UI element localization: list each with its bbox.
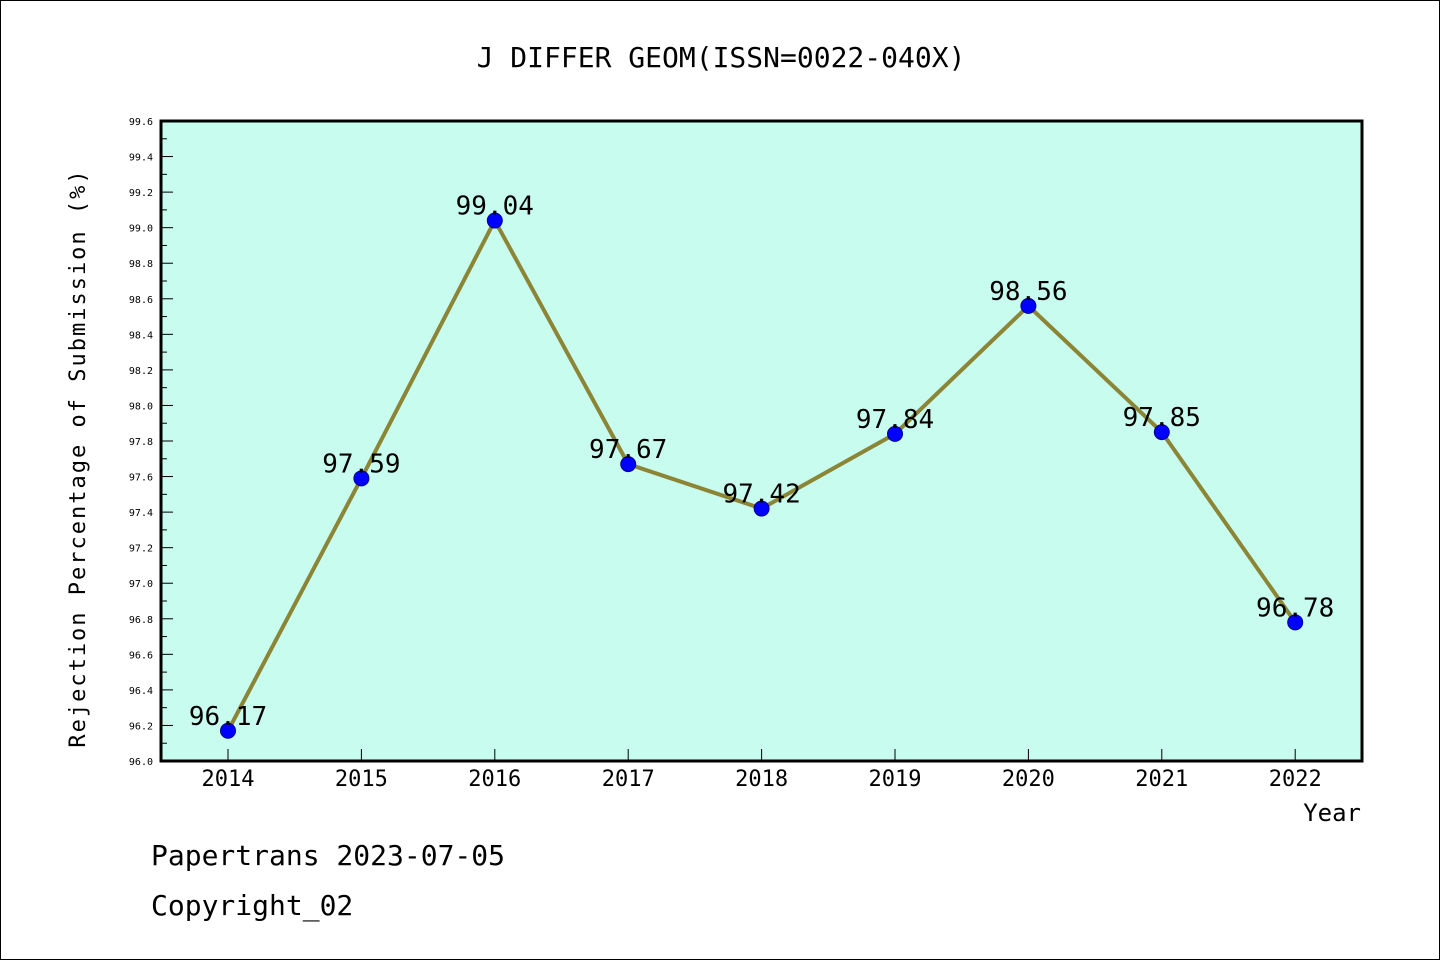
x-axis: 2014 2015 2016 2017 2018 2019 2020 2021 2022 <box>202 749 1322 792</box>
x-tick-label: 2020 <box>1002 767 1055 792</box>
y-tick-label: 97.4 <box>129 508 153 519</box>
data-point <box>1153 424 1170 441</box>
data-labels: 96.17 97.59 99.04 97.67 97.42 97.84 98.56 97.85… <box>189 192 1334 732</box>
data-label: 96.78 <box>1256 593 1334 623</box>
y-tick-label: 96.8 <box>129 615 153 626</box>
data-label: 97.42 <box>722 480 800 510</box>
y-tick-label: 98.0 <box>129 401 153 412</box>
data-point <box>486 212 503 229</box>
x-tick-label: 2021 <box>1135 767 1188 792</box>
x-axis-label: Year <box>1303 799 1361 827</box>
x-tick-label: 2016 <box>468 767 521 792</box>
y-tick-label: 96.2 <box>129 721 153 732</box>
series-line <box>220 212 1304 739</box>
x-tick-label: 2019 <box>869 767 922 792</box>
x-tick-label: 2014 <box>202 767 255 792</box>
data-label: 96.17 <box>189 702 267 732</box>
y-tick-label: 97.6 <box>129 473 153 484</box>
y-tick-label: 98.4 <box>129 330 153 341</box>
chart-title: J DIFFER GEOM(ISSN=0022-040X) <box>477 41 966 74</box>
y-tick-label: 99.2 <box>129 188 153 199</box>
x-tick-label: 2017 <box>602 767 655 792</box>
y-axis: 96.0 96.2 96.4 96.6 96.8 97.0 97.2 97.4 97.6 97.8… <box>129 117 173 768</box>
y-tick-label: 98.6 <box>129 295 153 306</box>
data-label: 97.84 <box>856 405 934 435</box>
y-tick-label: 98.2 <box>129 366 153 377</box>
data-label: 99.04 <box>456 192 534 222</box>
x-tick-label: 2022 <box>1269 767 1322 792</box>
data-point <box>753 500 770 517</box>
y-tick-label: 96.4 <box>129 686 153 697</box>
data-label: 97.67 <box>589 435 667 465</box>
y-tick-label: 99.4 <box>129 153 153 164</box>
data-label: 98.56 <box>989 277 1067 307</box>
y-tick-label: 99.6 <box>129 117 153 128</box>
footer-copyright: Copyright_02 <box>151 889 353 923</box>
footer-date: Papertrans 2023-07-05 <box>151 839 505 872</box>
data-point <box>220 722 236 739</box>
data-point <box>1020 297 1037 314</box>
y-tick-label: 98.8 <box>129 259 153 270</box>
y-axis-label: Rejection Percentage of Submission (%) <box>66 168 91 747</box>
y-tick-label: 96.6 <box>129 650 153 661</box>
y-tick-label: 99.0 <box>129 224 153 235</box>
plot-area <box>161 121 1362 761</box>
data-point <box>620 456 637 473</box>
data-label: 97.59 <box>322 449 400 479</box>
y-tick-label: 96.0 <box>129 757 153 768</box>
data-point <box>353 470 370 487</box>
y-tick-label: 97.2 <box>129 544 153 555</box>
x-tick-label: 2018 <box>735 767 788 792</box>
data-label: 97.85 <box>1123 403 1201 433</box>
y-tick-label: 97.0 <box>129 579 153 590</box>
x-tick-label: 2015 <box>335 767 388 792</box>
y-tick-label: 97.8 <box>129 437 153 448</box>
data-point <box>1287 614 1304 631</box>
data-point <box>887 425 903 442</box>
plot-border <box>159 119 1364 763</box>
